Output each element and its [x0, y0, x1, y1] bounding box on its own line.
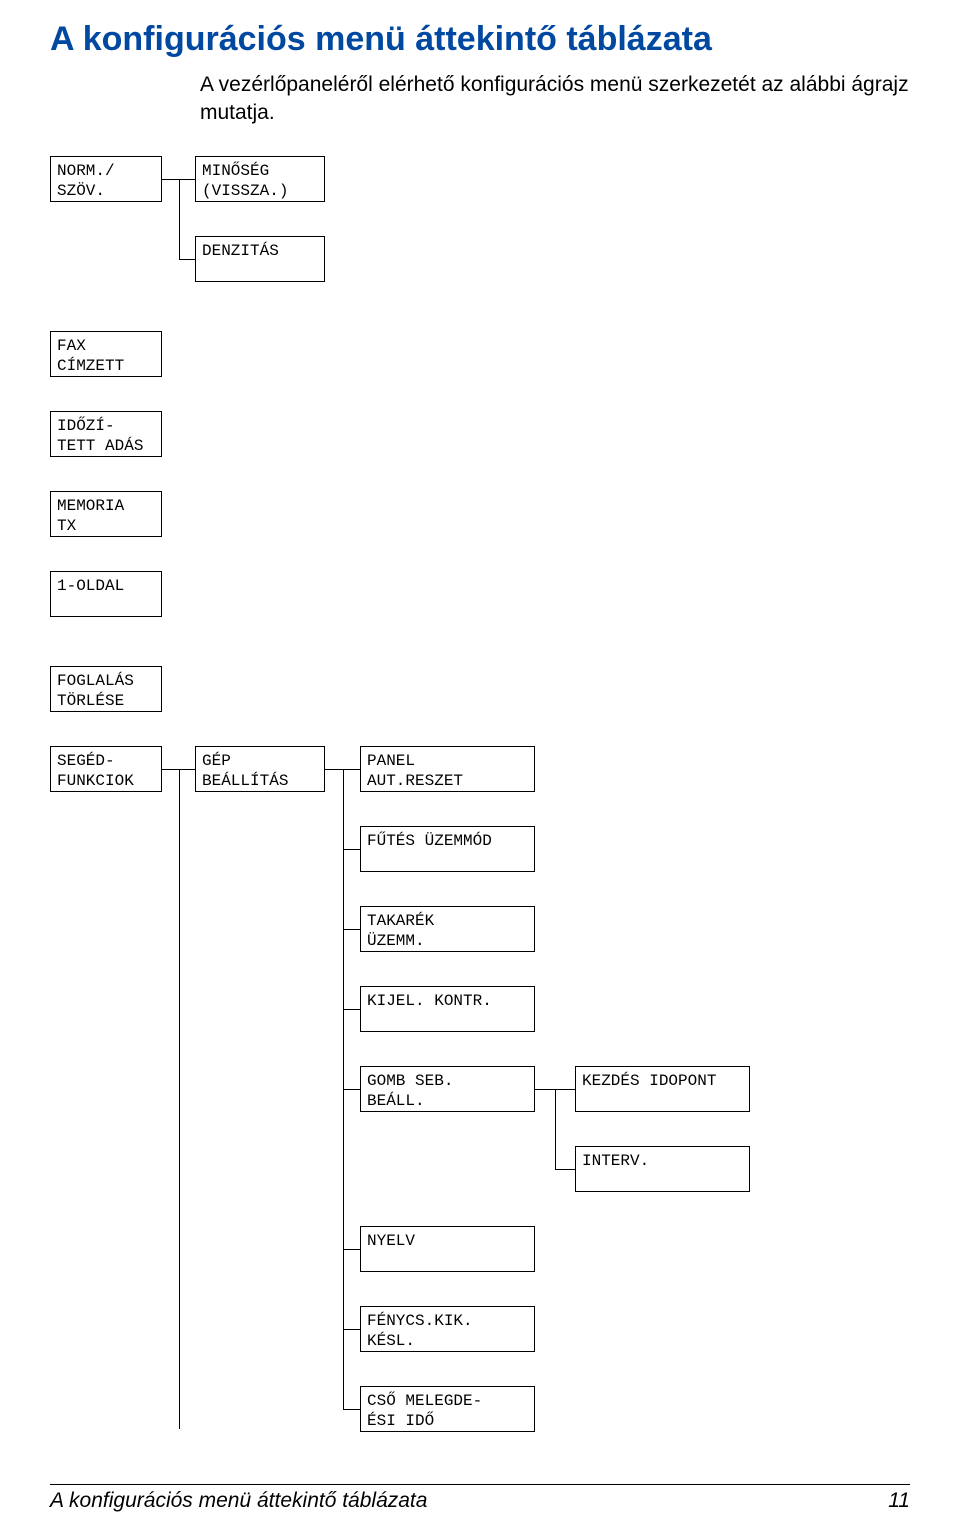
connector-horizontal	[343, 1089, 361, 1090]
connector-horizontal	[343, 1249, 361, 1250]
footer-title: A konfigurációs menü áttekintő táblázata	[50, 1489, 427, 1513]
box-1-oldal: 1-OLDAL	[50, 571, 162, 617]
box-seged-funkciok: SEGÉD- FUNKCIOK	[50, 746, 162, 792]
footer: A konfigurációs menü áttekintő táblázata…	[50, 1484, 910, 1513]
box-gep-beallitas: GÉP BEÁLLÍTÁS	[195, 746, 325, 792]
page-number: 11	[888, 1489, 910, 1513]
box-idozitett: IDŐZÍ- TETT ADÁS	[50, 411, 162, 457]
box-interv: INTERV.	[575, 1146, 750, 1192]
connector-vertical	[179, 769, 180, 1429]
page-title: A konfigurációs menü áttekintő táblázata	[50, 20, 910, 59]
box-nyelv: NYELV	[360, 1226, 535, 1272]
box-minoseg: MINŐSÉG (VISSZA.)	[195, 156, 325, 202]
box-takarek-uzemm: TAKARÉK ÜZEMM.	[360, 906, 535, 952]
connector-vertical	[555, 1089, 556, 1169]
menu-tree-diagram: NORM./ SZÖV. FAX CÍMZETT IDŐZÍ- TETT ADÁS M…	[50, 136, 910, 1466]
box-kezdes-idopont: KEZDÉS IDOPONT	[575, 1066, 750, 1112]
box-cso-melegedesi: CSŐ MELEGDE- ÉSI IDŐ	[360, 1386, 535, 1432]
connector-horizontal	[343, 849, 361, 850]
box-fenycs: FÉNYCS.KIK. KÉSL.	[360, 1306, 535, 1352]
connector-horizontal	[343, 929, 361, 930]
box-panel-autreszet: PANEL AUT.RESZET	[360, 746, 535, 792]
connector-vertical	[179, 179, 180, 259]
connector-horizontal	[343, 1009, 361, 1010]
box-kijel-kontr: KIJEL. KONTR.	[360, 986, 535, 1032]
connector-horizontal	[555, 1169, 575, 1170]
connector-horizontal	[343, 1329, 361, 1330]
connector-horizontal	[179, 259, 196, 260]
box-futes-uzemmod: FŰTÉS ÜZEMMÓD	[360, 826, 535, 872]
box-fax-cimzett: FAX CÍMZETT	[50, 331, 162, 377]
box-norm-szov: NORM./ SZÖV.	[50, 156, 162, 202]
box-gomb-seb: GOMB SEB. BEÁLL.	[360, 1066, 535, 1112]
intro-text: A vezérlőpaneléről elérhető konfiguráció…	[200, 71, 910, 128]
box-denzitas: DENZITÁS	[195, 236, 325, 282]
box-foglalas: FOGLALÁS TÖRLÉSE	[50, 666, 162, 712]
connector-horizontal	[343, 1409, 361, 1410]
box-memoria-tx: MEMORIA TX	[50, 491, 162, 537]
